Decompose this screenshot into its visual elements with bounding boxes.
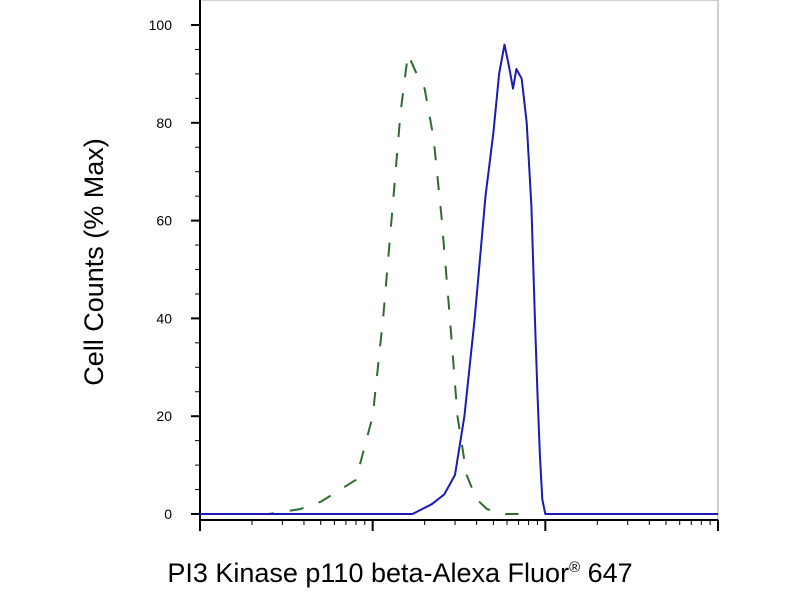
x-axis-title-main: PI3 Kinase p110 beta-Alexa Fluor: [167, 558, 570, 588]
series-solid-line: [200, 43, 718, 515]
plot-frame: [199, 0, 719, 521]
y-tick-label: 60: [156, 213, 172, 229]
x-axis: [199, 519, 719, 531]
y-tick-label: 80: [156, 115, 172, 131]
x-axis-title: PI3 Kinase p110 beta-Alexa Fluor® 647: [0, 558, 800, 589]
registered-mark: ®: [569, 559, 581, 576]
y-tick-label: 40: [156, 310, 172, 326]
y-axis-title: Cell Counts (% Max): [79, 138, 109, 386]
y-tick-label: 100: [149, 17, 173, 33]
y-tick-label: 0: [164, 506, 172, 522]
x-axis-title-suffix: 647: [580, 558, 633, 588]
series-dashed-line: [200, 53, 519, 515]
y-tick-label: 20: [156, 408, 172, 424]
y-axis: 0 20 40 60 80 100: [149, 0, 201, 522]
series-group: [200, 43, 718, 515]
